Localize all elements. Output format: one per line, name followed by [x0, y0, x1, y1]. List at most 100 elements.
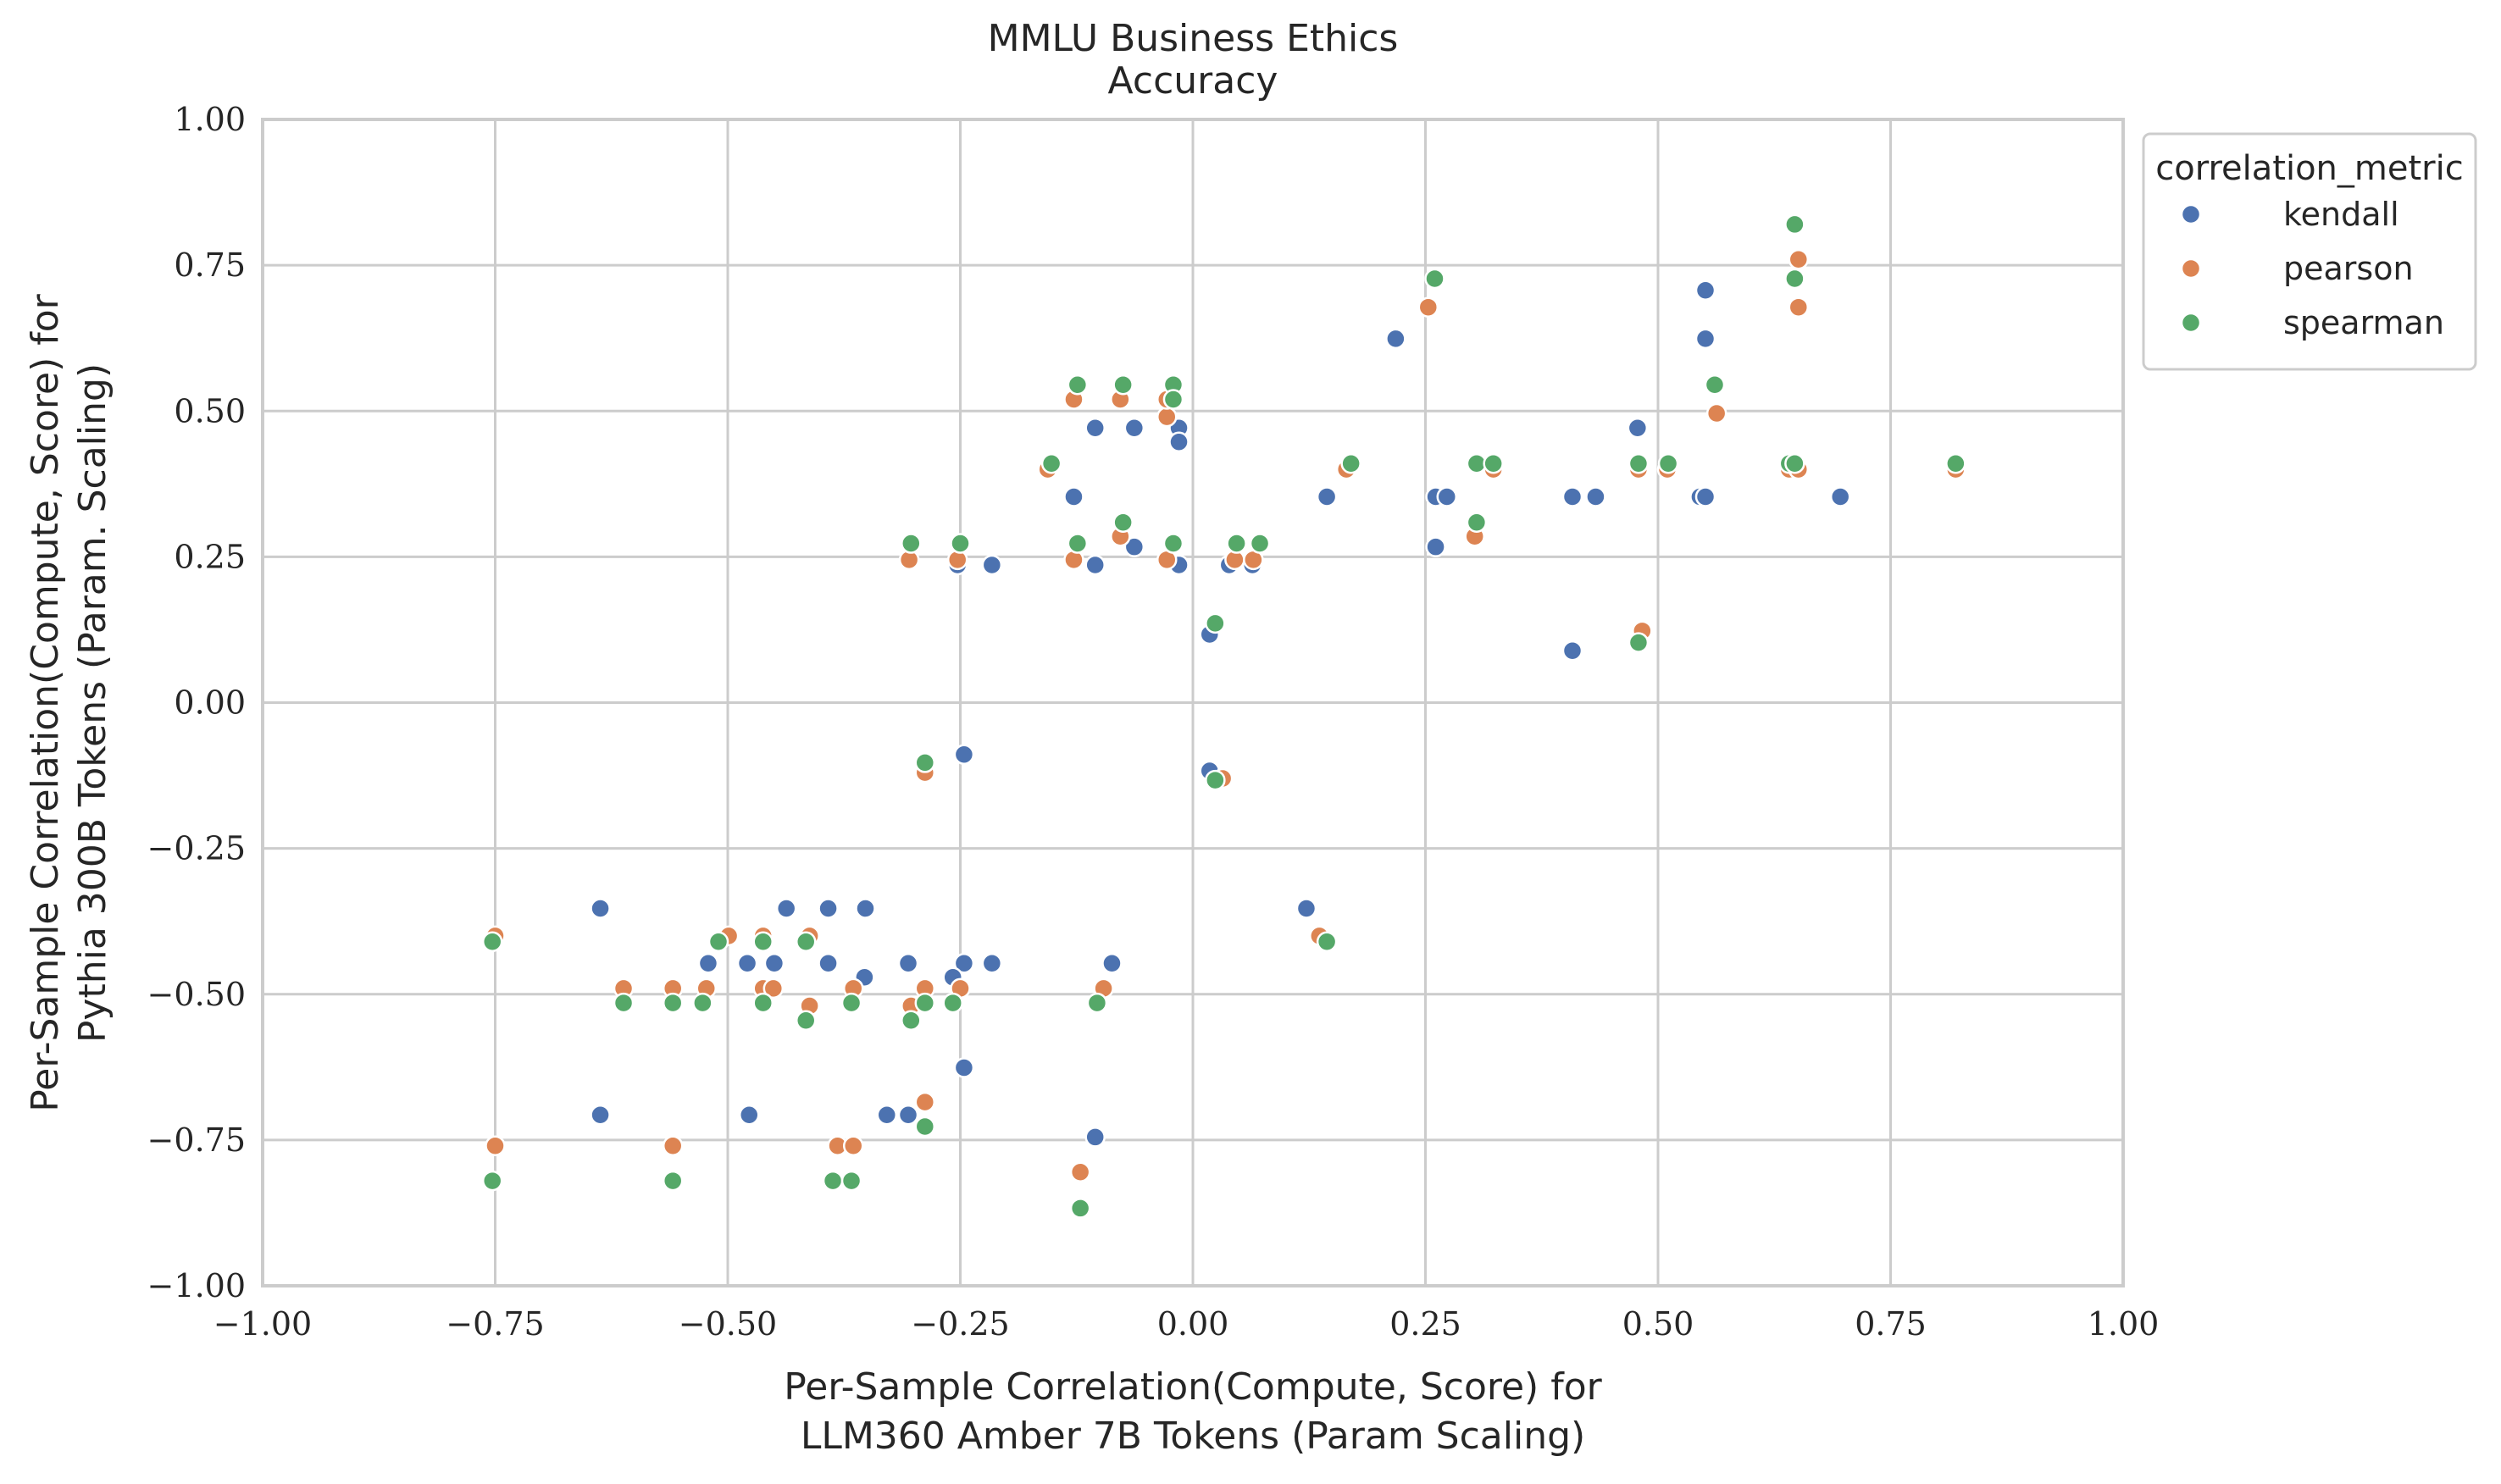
legend-items: kendall pearson spearman	[2180, 196, 2444, 341]
x-tick-label: 0.00	[1157, 1305, 1229, 1343]
kendall-point	[1694, 328, 1716, 350]
kendall-point	[953, 744, 975, 766]
y-axis-label-line-2: Pythia 300B Tokens (Param. Scaling)	[71, 363, 114, 1043]
spearman-point	[613, 992, 635, 1014]
kendall-point	[1295, 898, 1317, 919]
spearman-point	[1657, 452, 1679, 474]
x-tick-label: −1.00	[214, 1305, 312, 1343]
y-tick-label: −0.50	[147, 976, 246, 1013]
y-axis-label-line-1: Per-Sample Correlation(Compute, Score) f…	[24, 293, 67, 1111]
data-points	[481, 213, 1966, 1219]
kendall-point	[1694, 280, 1716, 301]
x-tick-label: 0.25	[1389, 1305, 1461, 1343]
y-tick-label: 0.25	[174, 538, 246, 575]
kendall-point	[1385, 328, 1406, 350]
spearman-point	[1067, 374, 1089, 396]
y-tick-label: 1.00	[174, 101, 246, 138]
legend-box	[2142, 132, 2477, 371]
kendall-point	[897, 1105, 919, 1126]
y-tick-labels: −1.00 −0.75 −0.50 −0.25 0.00 0.25 0.50 0.75 1.00	[147, 101, 246, 1304]
spearman-point	[914, 752, 936, 773]
spearman-point	[840, 992, 862, 1014]
y-tick-label: −0.25	[147, 830, 246, 867]
kendall-point	[855, 898, 876, 919]
kendall-point	[1436, 486, 1458, 507]
legend-marker-pearson	[2180, 257, 2202, 280]
kendall-point	[818, 898, 839, 919]
spearman-point	[795, 1010, 817, 1031]
kendall-point	[1627, 417, 1649, 439]
spearman-point	[1086, 992, 1108, 1014]
kendall-point	[775, 898, 797, 919]
pearson-point	[1788, 296, 1810, 318]
x-axis-label-line-1: Per-Sample Correlation(Compute, Score) f…	[784, 1365, 1602, 1409]
spearman-point	[1205, 769, 1226, 791]
legend-label-spearman: spearman	[2283, 304, 2444, 341]
kendall-point	[876, 1105, 898, 1126]
spearman-point	[1628, 452, 1650, 474]
pearson-point	[842, 1135, 864, 1157]
x-tick-label: 0.50	[1622, 1305, 1694, 1343]
kendall-point	[1084, 417, 1106, 439]
spearman-point	[1628, 632, 1650, 653]
spearman-point	[1112, 374, 1134, 396]
pearson-point	[762, 977, 785, 999]
pearson-point	[1705, 402, 1727, 424]
series-pearson	[485, 248, 1966, 1182]
spearman-point	[1704, 374, 1726, 396]
kendall-point	[1561, 486, 1583, 507]
kendall-point	[981, 953, 1003, 974]
y-tick-label: 0.75	[174, 246, 246, 284]
grid	[261, 118, 2125, 1287]
kendall-point	[763, 953, 785, 974]
spearman-point	[481, 931, 503, 953]
x-tick-label: −0.25	[911, 1305, 1009, 1343]
kendall-point	[1316, 486, 1338, 507]
spearman-point	[707, 931, 729, 953]
legend-title: correlation_metric	[2155, 149, 2463, 188]
kendall-point	[1084, 554, 1106, 576]
spearman-point	[752, 931, 774, 953]
plot-area-frame	[261, 118, 2125, 1287]
y-tick-label: 0.00	[174, 684, 246, 722]
x-tick-label: −0.75	[446, 1305, 544, 1343]
spearman-point	[1945, 452, 1966, 474]
kendall-point	[1123, 417, 1145, 439]
spearman-point	[1466, 512, 1488, 534]
x-tick-label: 1.00	[2088, 1305, 2160, 1343]
kendall-point	[1425, 536, 1446, 557]
spearman-point	[840, 1170, 862, 1192]
kendall-point	[697, 953, 719, 974]
spearman-point	[752, 992, 774, 1014]
spearman-point	[1162, 389, 1184, 410]
spearman-point	[1112, 512, 1134, 534]
spearman-point	[692, 992, 713, 1014]
pearson-point	[1417, 296, 1439, 318]
x-axis-label-line-2: LLM360 Amber 7B Tokens (Param Scaling)	[801, 1415, 1585, 1458]
pearson-point	[1156, 406, 1178, 428]
kendall-point	[590, 898, 611, 919]
legend-label-pearson: pearson	[2283, 250, 2414, 287]
spearman-point	[914, 1116, 936, 1138]
kendall-point	[1063, 486, 1084, 507]
spearman-point	[1784, 268, 1805, 290]
kendall-point	[897, 953, 919, 974]
spearman-point	[1483, 452, 1504, 474]
spearman-point	[1162, 533, 1184, 554]
spearman-point	[1249, 533, 1271, 554]
kendall-point	[953, 953, 975, 974]
spearman-point	[1069, 1198, 1091, 1219]
spearman-point	[1340, 452, 1361, 474]
kendall-point	[981, 554, 1003, 576]
kendall-point	[953, 1057, 975, 1078]
y-tick-label: −1.00	[147, 1267, 246, 1304]
y-tick-label: 0.50	[174, 392, 246, 429]
series-kendall	[590, 280, 1851, 1148]
legend: correlation_metric kendall pearson spearma…	[2142, 132, 2477, 371]
pearson-point	[1069, 1161, 1091, 1182]
kendall-point	[1561, 640, 1583, 662]
x-tick-label: −0.50	[679, 1305, 777, 1343]
spearman-point	[942, 992, 963, 1014]
chart-subtitle: Accuracy	[1108, 59, 1278, 102]
